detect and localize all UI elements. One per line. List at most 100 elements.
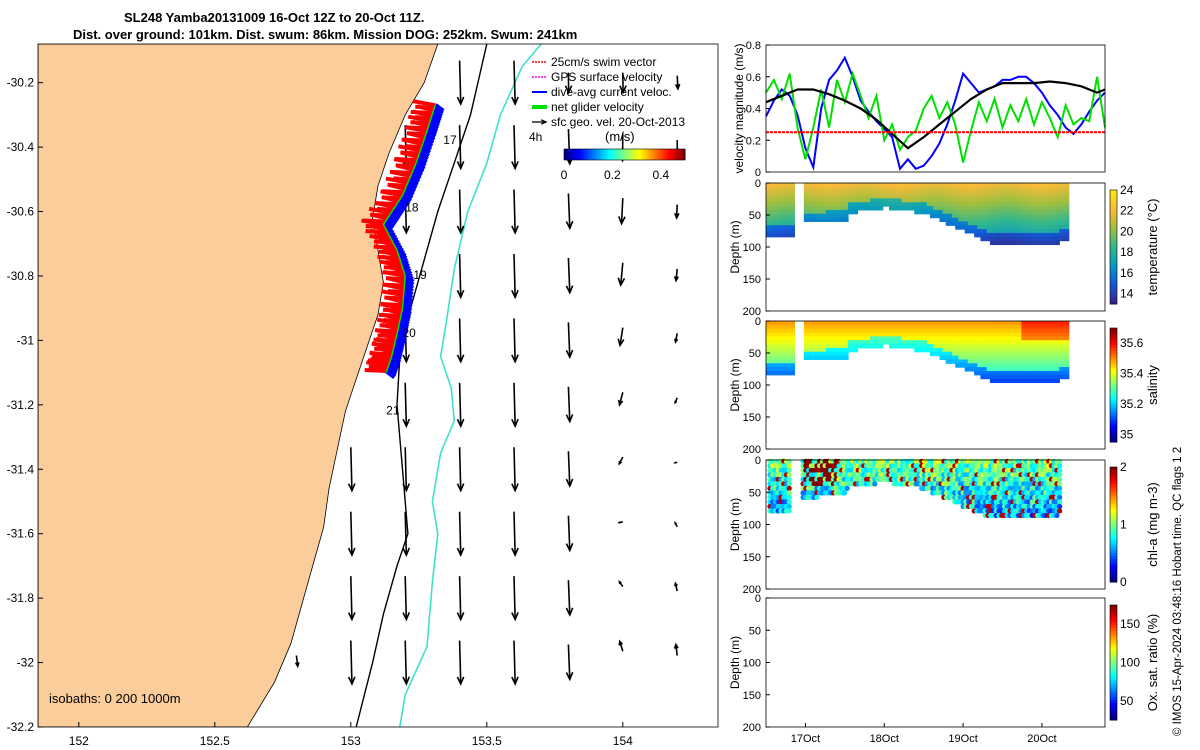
section-cell bbox=[879, 186, 884, 192]
section-cell bbox=[1062, 374, 1067, 380]
section-cell bbox=[1030, 336, 1035, 341]
colorbar-cell bbox=[638, 149, 642, 160]
current-vector-mark bbox=[401, 299, 413, 310]
section-cell bbox=[929, 190, 934, 196]
section-cell bbox=[835, 217, 840, 222]
section-cell bbox=[841, 321, 846, 326]
geo-vector-arrow bbox=[618, 198, 626, 226]
section-cell bbox=[923, 183, 928, 188]
geo-vector-arrow bbox=[617, 521, 623, 524]
current-vector-mark bbox=[432, 105, 444, 116]
section-cell bbox=[1030, 225, 1035, 230]
section-cell bbox=[961, 340, 966, 345]
section-cell bbox=[791, 190, 795, 196]
section-cell bbox=[1037, 202, 1041, 207]
section-cell bbox=[1059, 190, 1064, 196]
section-cell bbox=[895, 202, 900, 207]
section-cell bbox=[1056, 363, 1060, 368]
section-cell bbox=[1002, 340, 1007, 345]
section-cell bbox=[1056, 374, 1060, 380]
section-cell bbox=[1040, 359, 1045, 364]
colorbar-cell bbox=[660, 149, 664, 160]
velocity-ytick-label: 0.6 bbox=[746, 72, 761, 84]
section-cell bbox=[898, 321, 903, 326]
geostrophic-vectors bbox=[294, 60, 681, 686]
section-cell bbox=[1027, 213, 1032, 219]
section-cell bbox=[1034, 202, 1038, 207]
section-cell bbox=[791, 198, 795, 203]
section-cell bbox=[1002, 240, 1007, 246]
section-cell bbox=[873, 344, 877, 349]
colorbar-cell bbox=[1110, 711, 1117, 715]
depth-tick-label: 50 bbox=[749, 625, 761, 637]
colorbar-tick-label: 35 bbox=[1120, 427, 1134, 441]
section-cell bbox=[1030, 221, 1035, 226]
colorbar-cell bbox=[1110, 227, 1117, 231]
section-cell bbox=[1043, 206, 1048, 211]
section-cell bbox=[784, 221, 789, 226]
section-cell bbox=[952, 206, 956, 211]
chla-dot bbox=[1057, 472, 1063, 478]
section-cell bbox=[1062, 347, 1067, 353]
section-cell bbox=[788, 344, 792, 349]
colorbar-cell bbox=[566, 149, 569, 160]
section-cell bbox=[993, 206, 997, 211]
colorbar-cell bbox=[1110, 362, 1117, 366]
section-cell bbox=[857, 202, 862, 207]
section-cell bbox=[791, 202, 795, 207]
section-cell bbox=[1056, 240, 1060, 246]
section-cell bbox=[1030, 229, 1035, 234]
section-cell bbox=[907, 198, 912, 203]
section-cell bbox=[967, 332, 972, 337]
colorbar-cell bbox=[1110, 538, 1117, 543]
colorbar-cell bbox=[1110, 561, 1117, 566]
section-cell bbox=[1008, 347, 1013, 353]
section-cell bbox=[1037, 374, 1041, 380]
section-cell bbox=[948, 198, 953, 203]
colorbar-cell bbox=[1110, 269, 1117, 274]
section-cell bbox=[989, 336, 994, 341]
section-cell bbox=[964, 336, 969, 341]
section-cell bbox=[1059, 194, 1064, 199]
section-cell bbox=[772, 194, 777, 199]
geo-vector-arrow bbox=[674, 581, 678, 592]
section-cell bbox=[838, 186, 843, 192]
section-cell bbox=[1030, 240, 1035, 246]
section-cell bbox=[964, 321, 969, 326]
section-cell bbox=[974, 351, 978, 357]
section-cell bbox=[996, 378, 1000, 384]
colorbar-cell bbox=[1110, 190, 1117, 194]
section-cell bbox=[863, 321, 868, 326]
section-cell bbox=[933, 324, 937, 330]
section-cell bbox=[1015, 340, 1019, 345]
section-cell bbox=[901, 206, 906, 211]
section-cell bbox=[1040, 332, 1045, 337]
section-cell bbox=[781, 198, 786, 203]
colorbar-tick-label: 0.2 bbox=[604, 168, 621, 182]
section-cell bbox=[1008, 363, 1013, 368]
section-cell bbox=[854, 328, 859, 334]
section-cell bbox=[769, 202, 773, 207]
section-cell bbox=[914, 202, 918, 207]
section-cell bbox=[952, 202, 956, 207]
colorbar-cell bbox=[572, 149, 575, 160]
section-cell bbox=[1062, 190, 1067, 196]
colorbar-cell bbox=[1110, 373, 1117, 377]
section-cell bbox=[772, 351, 777, 357]
section-cell bbox=[1005, 221, 1010, 226]
section-cell bbox=[1027, 229, 1032, 234]
section-cell bbox=[766, 347, 770, 353]
section-cell bbox=[766, 328, 770, 334]
section-cell bbox=[907, 206, 912, 211]
section-cell bbox=[914, 347, 918, 353]
section-cell bbox=[948, 186, 953, 192]
section-cell bbox=[977, 217, 982, 222]
section-cell bbox=[1034, 213, 1038, 219]
section-cell bbox=[917, 344, 922, 349]
section-cell bbox=[882, 186, 887, 192]
section-cell bbox=[1049, 209, 1054, 215]
colorbar-cell bbox=[1110, 521, 1117, 525]
colorbar-cell bbox=[1110, 524, 1117, 528]
section-cell bbox=[876, 336, 881, 341]
